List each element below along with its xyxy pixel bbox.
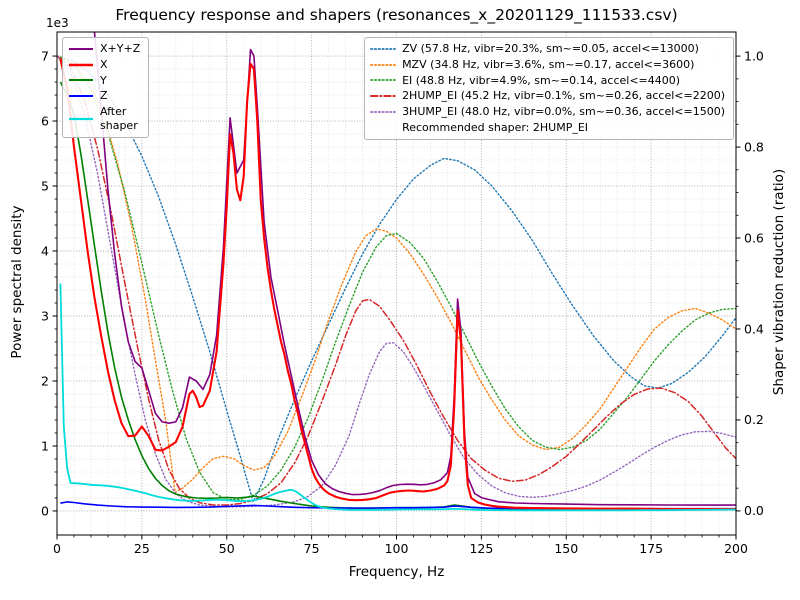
y-left-tick-label: 1 — [41, 438, 49, 453]
x-tick-label: 150 — [554, 541, 578, 556]
series-ei — [57, 55, 736, 501]
x-tick-label: 0 — [53, 541, 61, 556]
legend-label-x-y-z: X+Y+Z — [100, 42, 141, 55]
legend-label-3hump-ei: 3HUMP_EI (48.0 Hz, vibr=0.0%, sm~=0.36, … — [402, 105, 725, 118]
legend-label-z: Z — [100, 89, 108, 103]
legend-label-zv: ZV (57.8 Hz, vibr=20.3%, sm~=0.05, accel… — [402, 42, 699, 55]
ticks: 0 25 50 75 100 125 150 175 200 0 1 2 3 4 5 6 7 0.0 0.2 0.4 0… — [41, 48, 764, 556]
y-right-tick-label: 0.4 — [744, 321, 764, 336]
y-right-tick-label: 0.0 — [744, 503, 764, 518]
legend-label-y: Y — [100, 73, 107, 87]
legend-swatch-zv — [370, 47, 396, 50]
legend-label-ei: EI (48.8 Hz, vibr=4.9%, sm~=0.14, accel<… — [402, 73, 681, 87]
legend-item-mzv: MZV (34.8 Hz, vibr=3.6%, sm~=0.17, accel… — [370, 57, 725, 73]
legend-item-recommended-shaper: Recommended shaper: 2HUMP_EI — [370, 120, 725, 136]
x-tick-label: 50 — [219, 541, 235, 556]
y-right-tick-label: 0.6 — [744, 230, 764, 245]
series-zv — [57, 55, 736, 503]
x-axis-label: Frequency, Hz — [348, 564, 445, 580]
legend-label-mzv: MZV (34.8 Hz, vibr=3.6%, sm~=0.17, accel… — [402, 57, 695, 71]
legend-item-y: Y — [68, 73, 140, 89]
x-tick-label: 25 — [134, 541, 150, 556]
legend-swatch-after-shaper — [69, 117, 93, 120]
legend-item-ei: EI (48.8 Hz, vibr=4.9%, sm~=0.14, accel<… — [370, 73, 725, 89]
x-tick-label: 175 — [639, 541, 663, 556]
series-2hump-ei — [57, 55, 736, 506]
y-left-tick-label: 6 — [41, 113, 49, 128]
legend-swatch-x — [69, 63, 93, 66]
y-right-tick-label: 0.8 — [744, 139, 764, 154]
y-left-tick-label: 2 — [41, 373, 49, 388]
y-right-tick-label: 1.0 — [744, 48, 764, 63]
legend-item-after-shaper: After shaper — [68, 104, 140, 134]
y-left-tick-label: 0 — [41, 503, 49, 518]
grid-minor — [57, 32, 736, 535]
series-after-shaper — [59, 283, 736, 512]
x-tick-label: 200 — [724, 541, 748, 556]
y-right-tick-label: 0.2 — [744, 412, 764, 427]
series-y — [59, 81, 736, 511]
legend-swatch-2hump-ei — [370, 95, 397, 98]
legend-label-x: X — [100, 57, 108, 71]
y-left-tick-label: 3 — [41, 308, 49, 323]
legend-swatch-ei — [370, 79, 396, 82]
legend-swatch-recommended-shaper — [370, 122, 396, 134]
y-left-tick-label: 7 — [41, 48, 49, 63]
legend-swatch-x-y-z — [69, 47, 93, 50]
legend-item-x: X — [68, 57, 140, 73]
legend-psd: X+Y+Z X Y Z After shaper — [62, 37, 150, 138]
legend-label-recommended-shaper: Recommended shaper: 2HUMP_EI — [402, 120, 589, 134]
legend-swatch-z — [69, 95, 93, 98]
legend-label-after-shaper: After shaper — [100, 105, 138, 132]
y-axis-label-right: Shaper vibration reduction (ratio) — [771, 168, 787, 396]
y-left-tick-label: 4 — [41, 243, 49, 258]
legend-label-2hump-ei: 2HUMP_EI (45.2 Hz, vibr=0.1%, sm~=0.26, … — [402, 89, 725, 103]
legend-swatch-mzv — [370, 63, 396, 66]
legend-item-2hump-ei: 2HUMP_EI (45.2 Hz, vibr=0.1%, sm~=0.26, … — [370, 88, 725, 104]
x-tick-label: 100 — [385, 541, 409, 556]
legend-item-3hump-ei: 3HUMP_EI (48.0 Hz, vibr=0.0%, sm~=0.36, … — [370, 104, 725, 120]
legend-shapers: ZV (57.8 Hz, vibr=20.3%, sm~=0.05, accel… — [364, 37, 734, 140]
legend-item-x-y-z: X+Y+Z — [68, 41, 140, 57]
y-axis-offset-label: 1e3 — [46, 16, 69, 30]
legend-item-zv: ZV (57.8 Hz, vibr=20.3%, sm~=0.05, accel… — [370, 41, 725, 57]
chart-title: Frequency response and shapers (resonanc… — [115, 6, 678, 24]
series-x — [59, 59, 736, 511]
y-axis-label-left: Power spectral density — [9, 205, 25, 359]
x-tick-label: 75 — [304, 541, 320, 556]
y-left-tick-label: 5 — [41, 178, 49, 193]
series-3hump-ei — [57, 55, 736, 508]
x-tick-label: 125 — [469, 541, 493, 556]
legend-swatch-y — [69, 79, 93, 82]
legend-swatch-3hump-ei — [370, 110, 396, 113]
legend-item-z: Z — [68, 88, 140, 104]
